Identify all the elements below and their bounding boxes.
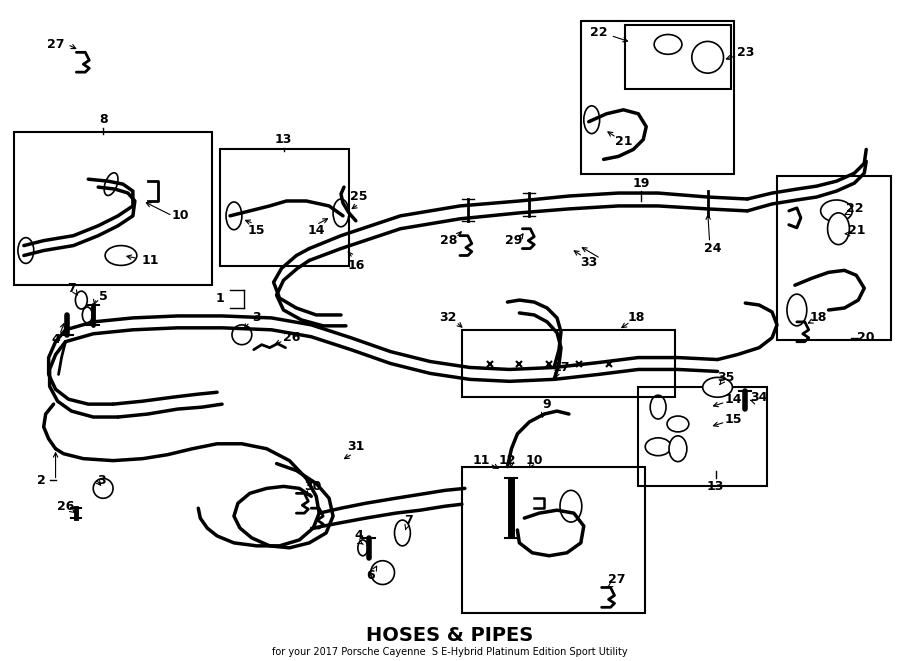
Bar (220, 149, 349, 266)
Ellipse shape (394, 520, 410, 546)
Text: 14: 14 (308, 224, 325, 237)
Text: 29: 29 (505, 234, 522, 247)
Text: 7: 7 (68, 282, 76, 295)
Text: 4: 4 (355, 529, 364, 543)
Text: 26: 26 (57, 500, 74, 513)
Text: 23: 23 (736, 46, 754, 59)
Ellipse shape (654, 34, 682, 54)
Text: 11: 11 (142, 254, 159, 267)
Text: 10: 10 (526, 454, 543, 467)
Text: 22: 22 (590, 26, 608, 39)
Text: 30: 30 (304, 480, 322, 493)
Ellipse shape (650, 395, 666, 419)
Bar (580, 20, 734, 175)
Text: for your 2017 Porsche Cayenne  S E-Hybrid Platinum Edition Sport Utility: for your 2017 Porsche Cayenne S E-Hybrid… (272, 647, 628, 657)
Text: 15: 15 (248, 224, 266, 237)
Text: 2: 2 (37, 474, 46, 487)
Text: 4: 4 (51, 333, 60, 346)
Text: 18: 18 (627, 311, 645, 325)
Text: 6: 6 (366, 569, 375, 582)
Ellipse shape (821, 200, 852, 222)
Text: 16: 16 (347, 259, 365, 272)
Text: HOSES & PIPES: HOSES & PIPES (366, 625, 534, 644)
Ellipse shape (18, 238, 34, 264)
Text: 10: 10 (172, 210, 189, 222)
Ellipse shape (104, 173, 118, 196)
Ellipse shape (669, 436, 687, 461)
Text: 1: 1 (216, 292, 224, 305)
Text: 20: 20 (858, 331, 875, 344)
Text: 35: 35 (716, 371, 734, 384)
Ellipse shape (692, 42, 724, 73)
Text: 13: 13 (706, 480, 724, 493)
Text: 22: 22 (846, 202, 863, 215)
Text: 3: 3 (252, 311, 261, 325)
Ellipse shape (787, 294, 806, 326)
Text: 34: 34 (751, 391, 768, 404)
Bar (777, 176, 891, 340)
Text: 25: 25 (350, 190, 367, 202)
Text: 9: 9 (543, 398, 552, 410)
Text: 7: 7 (404, 514, 413, 527)
Text: 27: 27 (47, 38, 64, 51)
Text: 12: 12 (499, 454, 517, 467)
Bar (462, 330, 675, 397)
Text: 19: 19 (633, 176, 650, 190)
Text: 26: 26 (283, 331, 300, 344)
Ellipse shape (333, 199, 349, 227)
Text: 8: 8 (99, 113, 107, 126)
Bar (462, 467, 645, 613)
Text: 17: 17 (553, 361, 570, 374)
Ellipse shape (828, 213, 850, 245)
Text: 3: 3 (97, 474, 105, 487)
Bar (14, 132, 212, 285)
Ellipse shape (226, 202, 242, 230)
Ellipse shape (105, 246, 137, 266)
Text: 21: 21 (848, 224, 865, 237)
Ellipse shape (584, 106, 599, 134)
Text: 33: 33 (580, 256, 598, 269)
Text: 5: 5 (99, 290, 107, 303)
Ellipse shape (703, 377, 733, 397)
Text: 27: 27 (608, 573, 625, 586)
Ellipse shape (645, 438, 671, 455)
Bar (626, 24, 732, 89)
Text: 15: 15 (724, 412, 742, 426)
Text: 14: 14 (724, 393, 742, 406)
Text: 24: 24 (704, 242, 722, 255)
Ellipse shape (560, 490, 581, 522)
Bar (638, 387, 767, 486)
Ellipse shape (82, 307, 92, 323)
Text: 32: 32 (439, 311, 456, 325)
Text: 18: 18 (810, 311, 827, 325)
Text: 11: 11 (473, 454, 491, 467)
Ellipse shape (76, 291, 87, 309)
Ellipse shape (667, 416, 688, 432)
Ellipse shape (358, 540, 368, 556)
Text: 28: 28 (440, 234, 458, 247)
Text: 21: 21 (615, 135, 632, 148)
Text: 13: 13 (274, 133, 292, 146)
Text: 31: 31 (347, 440, 365, 453)
